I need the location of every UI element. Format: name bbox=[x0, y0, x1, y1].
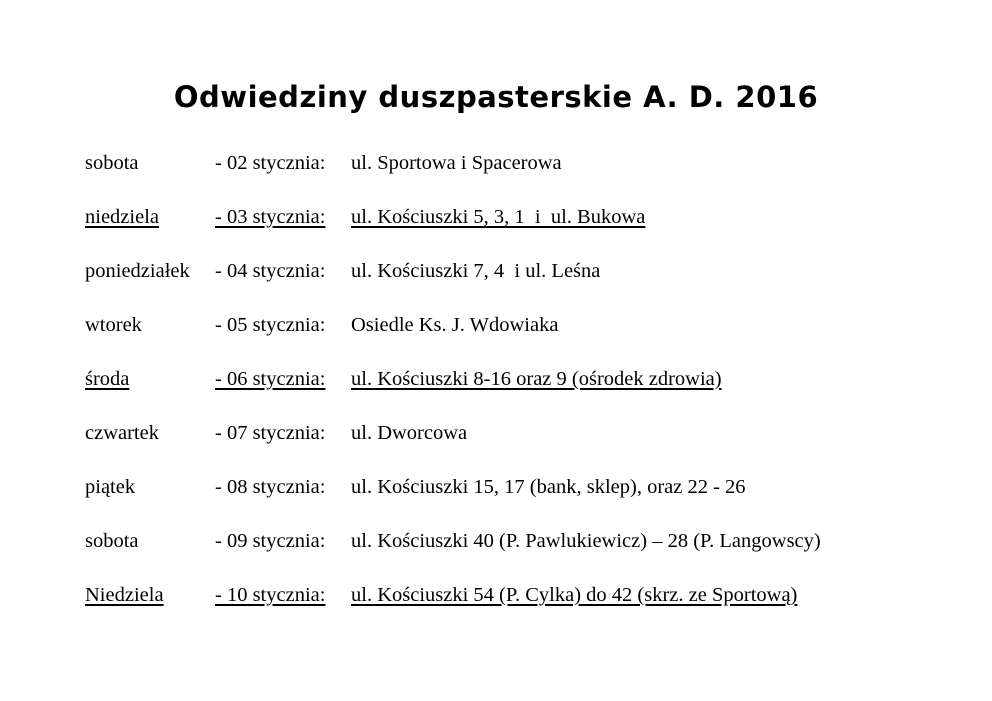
schedule-row: piątek - 08 stycznia: ul. Kościuszki 15,… bbox=[85, 476, 945, 498]
day-label: Niedziela bbox=[85, 584, 164, 606]
location-label: ul. Dworcowa bbox=[351, 422, 468, 444]
date-label: - 06 stycznia: bbox=[215, 368, 326, 390]
day-label: poniedziałek bbox=[85, 260, 190, 282]
location-label: ul. Kościuszki 5, 3, 1 i ul. Bukowa bbox=[351, 206, 646, 228]
date-label: - 02 stycznia: bbox=[215, 152, 326, 174]
schedule-row: poniedziałek - 04 stycznia: ul. Kościusz… bbox=[85, 260, 945, 282]
location-label: ul. Kościuszki 15, 17 (bank, sklep), ora… bbox=[351, 476, 746, 498]
day-label: sobota bbox=[85, 152, 139, 174]
date-label: - 09 stycznia: bbox=[215, 530, 326, 552]
schedule-list: sobota - 02 stycznia: ul. Sportowa i Spa… bbox=[85, 152, 945, 606]
schedule-row: czwartek - 07 stycznia: ul. Dworcowa bbox=[85, 422, 945, 444]
location-label: ul. Kościuszki 8-16 oraz 9 (ośrodek zdro… bbox=[351, 368, 722, 390]
schedule-row: sobota - 02 stycznia: ul. Sportowa i Spa… bbox=[85, 152, 945, 174]
date-label: - 10 stycznia: bbox=[215, 584, 326, 606]
schedule-row: sobota - 09 stycznia: ul. Kościuszki 40 … bbox=[85, 530, 945, 552]
schedule-row: Niedziela - 10 stycznia: ul. Kościuszki … bbox=[85, 584, 945, 606]
date-label: - 08 stycznia: bbox=[215, 476, 326, 498]
page-title: Odwiedziny duszpasterskie A. D. 2016 bbox=[173, 80, 819, 114]
day-label: środa bbox=[85, 368, 130, 390]
location-label: ul. Kościuszki 7, 4 i ul. Leśna bbox=[351, 260, 601, 282]
schedule-row: wtorek - 05 stycznia: Osiedle Ks. J. Wdo… bbox=[85, 314, 945, 336]
day-label: piątek bbox=[85, 476, 136, 498]
location-label: ul. Sportowa i Spacerowa bbox=[351, 152, 562, 174]
date-label: - 07 stycznia: bbox=[215, 422, 326, 444]
date-label: - 03 stycznia: bbox=[215, 206, 326, 228]
location-label: Osiedle Ks. J. Wdowiaka bbox=[351, 314, 559, 336]
day-label: niedziela bbox=[85, 206, 159, 228]
date-label: - 05 stycznia: bbox=[215, 314, 326, 336]
day-label: sobota bbox=[85, 530, 139, 552]
location-label: ul. Kościuszki 54 (P. Cylka) do 42 (skrz… bbox=[351, 584, 798, 606]
day-label: wtorek bbox=[85, 314, 142, 336]
day-label: czwartek bbox=[85, 422, 159, 444]
schedule-row: środa - 06 stycznia: ul. Kościuszki 8-16… bbox=[85, 368, 945, 390]
schedule-row: niedziela - 03 stycznia: ul. Kościuszki … bbox=[85, 206, 945, 228]
date-label: - 04 stycznia: bbox=[215, 260, 326, 282]
location-label: ul. Kościuszki 40 (P. Pawlukiewicz) – 28… bbox=[351, 530, 821, 552]
